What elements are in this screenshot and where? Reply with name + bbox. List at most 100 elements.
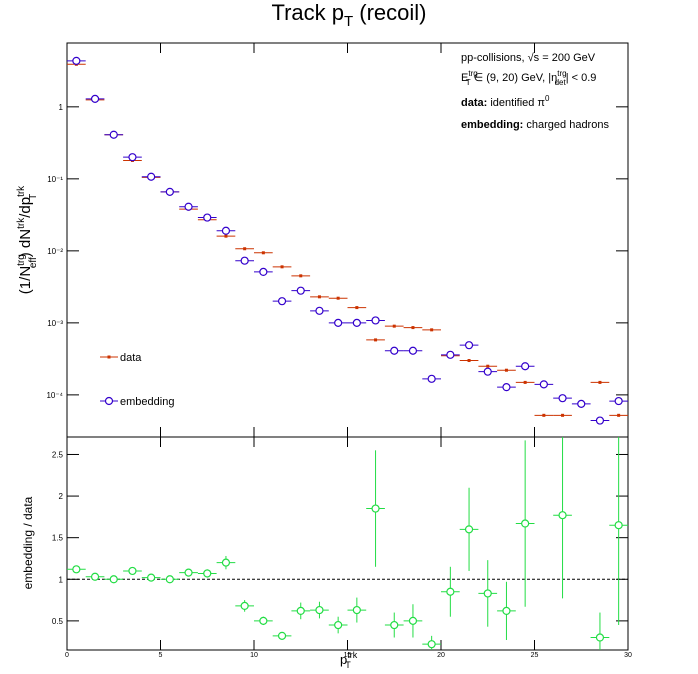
x-tick-label: 5 bbox=[159, 652, 163, 659]
plot-frame bbox=[66, 436, 629, 651]
marker bbox=[184, 202, 193, 211]
x-tick-label: 20 bbox=[437, 652, 445, 659]
marker bbox=[464, 341, 474, 350]
marker bbox=[165, 575, 174, 584]
marker bbox=[277, 297, 287, 306]
y-tick-label: 1 bbox=[59, 575, 64, 584]
marker bbox=[464, 525, 474, 534]
marker bbox=[430, 328, 434, 332]
plot-area bbox=[67, 437, 628, 650]
marker bbox=[390, 620, 399, 630]
marker bbox=[504, 368, 508, 372]
marker bbox=[221, 226, 231, 235]
marker bbox=[224, 234, 228, 238]
marker bbox=[259, 616, 268, 625]
marker bbox=[90, 572, 100, 581]
marker bbox=[280, 265, 284, 269]
annotation: data: identified π0 bbox=[461, 94, 550, 109]
marker bbox=[109, 575, 118, 584]
marker bbox=[502, 606, 511, 615]
y-tick-label: 10⁻⁴ bbox=[46, 391, 63, 400]
marker bbox=[408, 346, 418, 355]
annotation: embedding: charged hadrons bbox=[461, 119, 609, 131]
marker bbox=[577, 399, 586, 408]
marker bbox=[542, 413, 546, 417]
marker bbox=[317, 295, 321, 299]
y-tick-label: 2.5 bbox=[52, 450, 64, 459]
marker bbox=[315, 306, 324, 315]
marker bbox=[296, 606, 305, 615]
marker bbox=[203, 569, 212, 578]
marker bbox=[427, 374, 436, 383]
marker bbox=[371, 316, 380, 325]
marker bbox=[539, 380, 548, 389]
marker bbox=[336, 296, 340, 300]
marker bbox=[334, 318, 343, 327]
marker bbox=[352, 605, 361, 615]
marker bbox=[352, 318, 361, 327]
x-tick-label: 30 bbox=[624, 652, 632, 659]
marker bbox=[243, 247, 247, 251]
x-axis-label: ptrk T bbox=[340, 650, 358, 670]
marker bbox=[221, 558, 231, 567]
marker bbox=[446, 587, 455, 596]
marker bbox=[558, 511, 567, 520]
marker bbox=[203, 213, 212, 222]
marker bbox=[598, 380, 602, 384]
y-tick-label: 0.5 bbox=[52, 617, 64, 626]
annotation: Etrg T ∈ (9, 20) GeV, |ηtrg det| < 0.9 bbox=[461, 69, 596, 87]
marker bbox=[595, 633, 605, 642]
legend-marker bbox=[107, 355, 111, 359]
marker bbox=[128, 566, 137, 576]
marker bbox=[90, 94, 100, 103]
marker bbox=[374, 338, 378, 342]
marker bbox=[184, 568, 193, 577]
marker bbox=[72, 56, 81, 65]
marker bbox=[614, 396, 623, 406]
y-tick-label: 10⁻² bbox=[47, 247, 63, 256]
marker bbox=[392, 324, 396, 328]
y-tick-label: 1.5 bbox=[52, 534, 64, 543]
marker bbox=[315, 605, 324, 615]
marker bbox=[614, 521, 623, 530]
marker bbox=[483, 589, 492, 598]
marker bbox=[558, 394, 567, 403]
marker bbox=[486, 364, 490, 368]
marker bbox=[355, 306, 359, 310]
chart-title: Track pT (recoil) bbox=[271, 0, 426, 30]
marker bbox=[165, 187, 174, 196]
legend-label: data bbox=[120, 352, 142, 364]
annotation-box: pp-collisions, √s = 200 GeV Etrg T ∈ (9, … bbox=[461, 52, 609, 131]
marker bbox=[408, 616, 418, 625]
marker bbox=[147, 172, 156, 181]
y-axis-label: embedding / data bbox=[21, 496, 35, 589]
y-tick-label: 10⁻¹ bbox=[47, 175, 63, 184]
legend-label: embedding bbox=[120, 396, 174, 408]
marker bbox=[299, 274, 303, 278]
marker bbox=[147, 573, 156, 582]
marker bbox=[467, 359, 471, 363]
marker bbox=[390, 346, 399, 355]
marker bbox=[109, 130, 118, 139]
y-tick-label: 2 bbox=[59, 492, 64, 501]
annotation: pp-collisions, √s = 200 GeV bbox=[461, 52, 596, 64]
marker bbox=[261, 251, 265, 255]
marker bbox=[277, 631, 287, 640]
marker bbox=[521, 519, 530, 528]
marker bbox=[128, 153, 137, 162]
marker bbox=[523, 380, 527, 384]
marker bbox=[502, 383, 511, 392]
y-axis-label: (1/Ntrgeff) dNtrk/dptrkT bbox=[16, 185, 39, 294]
marker bbox=[259, 267, 268, 277]
x-tick-label: 10 bbox=[250, 652, 258, 659]
marker bbox=[521, 362, 530, 371]
marker bbox=[296, 286, 305, 295]
marker bbox=[483, 367, 492, 376]
marker bbox=[371, 504, 380, 513]
marker bbox=[595, 416, 605, 425]
marker bbox=[72, 565, 81, 574]
x-tick-label: 25 bbox=[531, 652, 539, 659]
marker bbox=[561, 413, 565, 417]
marker bbox=[240, 601, 249, 611]
